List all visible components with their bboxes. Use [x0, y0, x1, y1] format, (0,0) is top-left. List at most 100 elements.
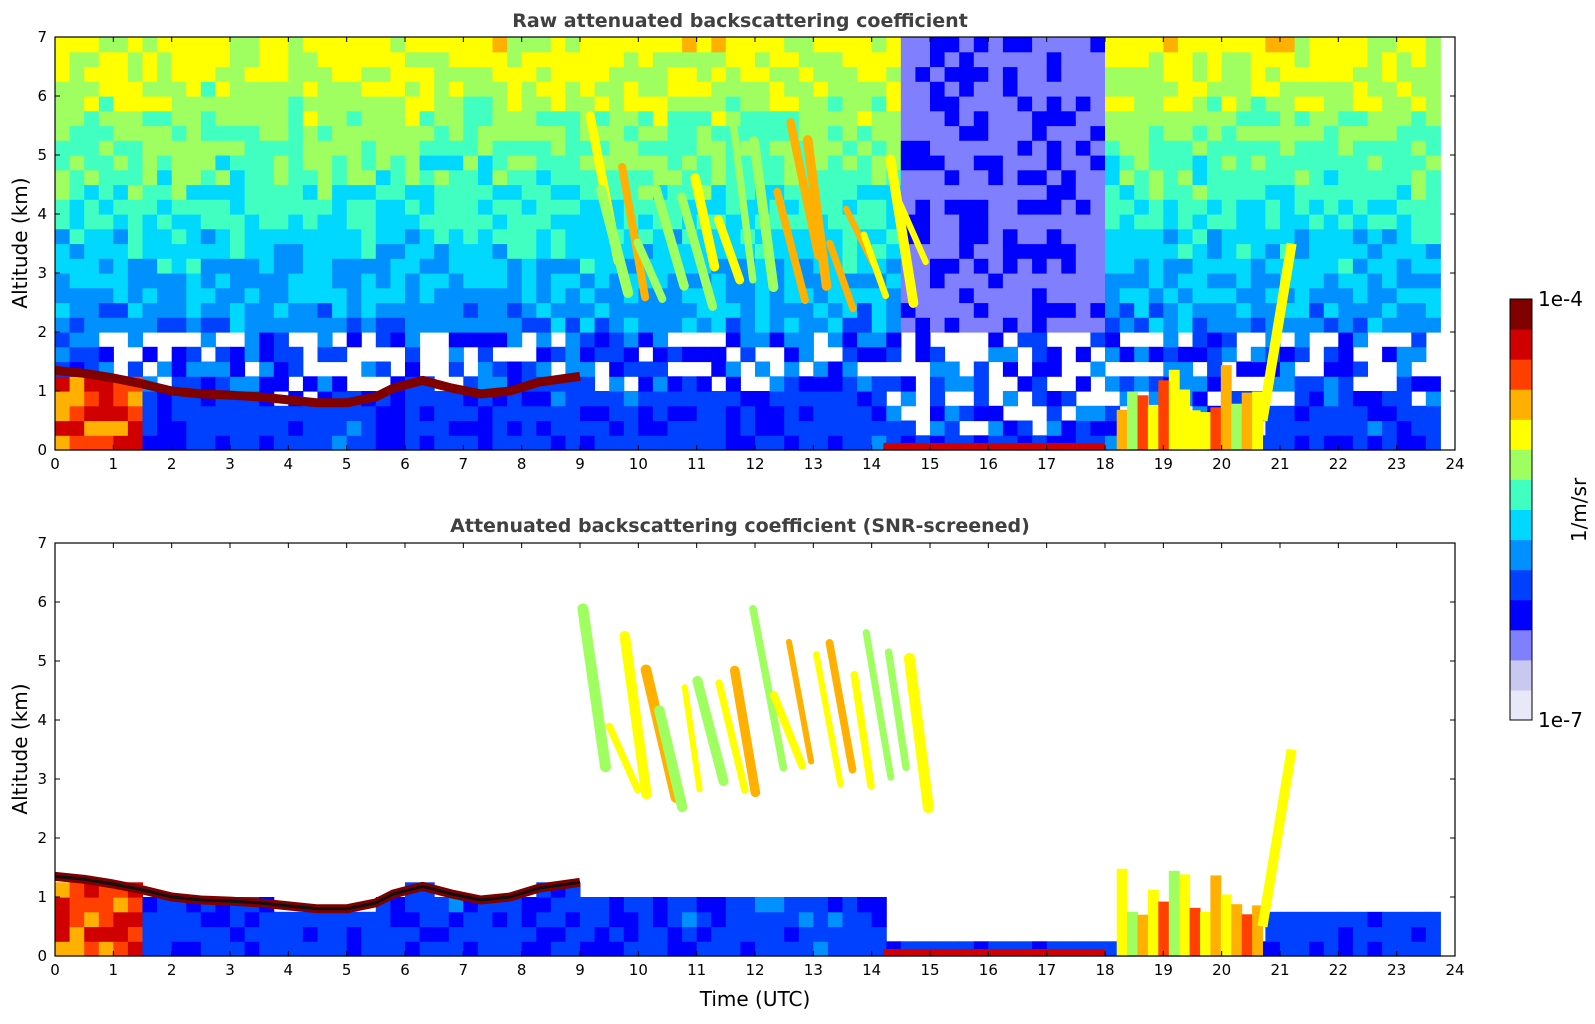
- heatmap-cell: [1236, 125, 1252, 141]
- heatmap-cell: [375, 405, 391, 422]
- heatmap-cell: [157, 287, 173, 304]
- heatmap-cell: [740, 287, 756, 304]
- heatmap-cell: [915, 51, 931, 68]
- heatmap-cell: [507, 243, 523, 259]
- heatmap-cell: [273, 81, 289, 97]
- heatmap-cell: [521, 228, 537, 245]
- convective-cloud-cell: [1189, 907, 1201, 956]
- heatmap-cell: [507, 405, 523, 422]
- heatmap-cell: [1411, 317, 1427, 333]
- heatmap-cell: [84, 941, 100, 957]
- heatmap-cell: [1163, 37, 1179, 53]
- heatmap-cell: [652, 169, 668, 186]
- heatmap-cell: [1367, 317, 1383, 333]
- heatmap-cell: [1280, 155, 1296, 171]
- heatmap-cell: [711, 420, 727, 436]
- x-axis-ticks: 0 1 2 3 4 5 6 7 8 9 10 11 12 13 14 15 16 17 18 19 20 21 22 23 24: [50, 37, 1465, 473]
- heatmap-cell: [1134, 302, 1150, 318]
- x-tick-label: 9: [575, 961, 585, 979]
- heatmap-cell: [1396, 376, 1412, 392]
- heatmap-cell: [113, 214, 129, 230]
- heatmap-cell: [142, 37, 158, 53]
- heatmap-cell: [711, 391, 727, 407]
- heatmap-cell: [1294, 37, 1310, 53]
- heatmap-cell: [1352, 405, 1368, 422]
- heatmap-cell: [1207, 376, 1223, 392]
- heatmap-cell: [361, 317, 377, 333]
- heatmap-cell: [434, 317, 450, 333]
- heatmap-cell: [769, 332, 785, 348]
- heatmap-cell: [827, 376, 843, 392]
- heatmap-cell: [1265, 214, 1281, 230]
- heatmap-cell: [1352, 110, 1368, 127]
- heatmap-cell: [1002, 214, 1018, 230]
- heatmap-cell: [127, 51, 143, 68]
- heatmap-cell: [332, 214, 348, 230]
- heatmap-cell: [69, 199, 85, 215]
- heatmap-cell: [930, 155, 946, 171]
- heatmap-cell: [871, 155, 887, 171]
- heatmap-cell: [580, 258, 596, 274]
- heatmap-cell: [405, 273, 421, 289]
- heatmap-cell: [448, 941, 464, 957]
- heatmap-cell: [1396, 361, 1412, 377]
- colorbar-swatch: [1510, 389, 1532, 420]
- x-axis-label: Time (UTC): [699, 987, 811, 1011]
- heatmap-cell: [127, 332, 143, 348]
- heatmap-cell: [609, 376, 625, 392]
- convective-cloud-cell: [1147, 404, 1159, 450]
- heatmap-cell: [84, 140, 100, 156]
- heatmap-cell: [536, 140, 552, 156]
- plot-frame: [54, 542, 1456, 957]
- heatmap-cell: [594, 405, 610, 422]
- heatmap-cell: [1148, 110, 1164, 127]
- heatmap-cell: [1250, 243, 1266, 259]
- heatmap-cell: [1338, 51, 1354, 68]
- heatmap-cell: [1119, 125, 1135, 141]
- heatmap-cell: [1338, 926, 1354, 942]
- heatmap-cell: [1280, 346, 1296, 363]
- heatmap-cell: [492, 110, 508, 127]
- heatmap-cell: [186, 302, 202, 318]
- heatmap-cell: [565, 317, 581, 333]
- heatmap-cell: [273, 420, 289, 436]
- x-tick-label: 3: [225, 455, 235, 473]
- heatmap-cell: [1134, 155, 1150, 171]
- heatmap-cell: [288, 51, 304, 68]
- heatmap-cell: [507, 66, 523, 82]
- heatmap-cell: [69, 941, 85, 957]
- heatmap-cell: [200, 317, 216, 333]
- heatmap-cell: [244, 287, 260, 304]
- heatmap-cell: [857, 376, 873, 392]
- heatmap-cell: [959, 317, 975, 333]
- heatmap-cell: [915, 214, 931, 230]
- heatmap-cell: [988, 420, 1004, 436]
- heatmap-cell: [1425, 96, 1441, 112]
- heatmap-cell: [857, 332, 873, 348]
- heatmap-cell: [1192, 96, 1208, 112]
- heatmap-cell: [813, 420, 829, 436]
- heatmap-cell: [375, 258, 391, 274]
- heatmap-cell: [1061, 258, 1077, 274]
- heatmap-cell: [1250, 287, 1266, 304]
- heatmap-cell: [1134, 214, 1150, 230]
- heatmap-cell: [127, 391, 143, 407]
- heatmap-cell: [1294, 941, 1310, 957]
- heatmap-cell: [1338, 66, 1354, 82]
- heatmap-cell: [1221, 287, 1237, 304]
- heatmap-cell: [230, 184, 246, 200]
- x-tick-label: 9: [575, 455, 585, 473]
- heatmap-cell: [536, 37, 552, 53]
- heatmap-cell: [55, 243, 71, 259]
- heatmap-cell: [1323, 243, 1339, 259]
- heatmap-cell: [463, 405, 479, 422]
- heatmap-cell: [1323, 155, 1339, 171]
- heatmap-cell: [1411, 214, 1427, 230]
- x-tick-label: 4: [284, 455, 294, 473]
- heatmap-cell: [1382, 258, 1398, 274]
- heatmap-cell: [69, 155, 85, 171]
- heatmap-cell: [390, 66, 406, 82]
- heatmap-cell: [1323, 391, 1339, 407]
- heatmap-cell: [1046, 346, 1062, 363]
- heatmap-cell: [1105, 435, 1121, 451]
